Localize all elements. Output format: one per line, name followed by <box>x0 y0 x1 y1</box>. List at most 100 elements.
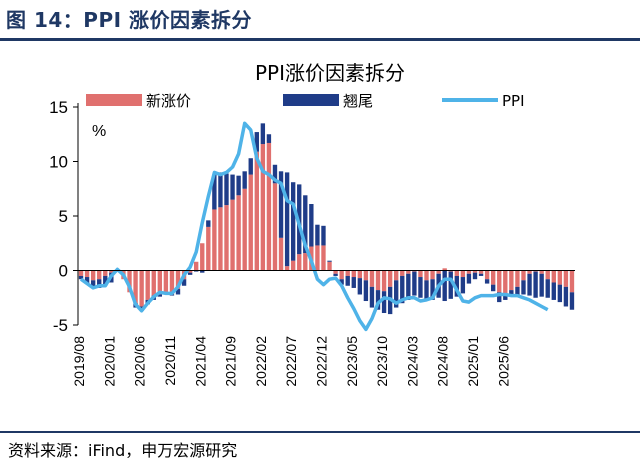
bar-new <box>515 270 520 287</box>
x-tick-label: 2023/05 <box>344 336 360 387</box>
bar-carry <box>545 279 550 298</box>
bar-new <box>266 142 272 271</box>
bar-carry <box>284 172 290 267</box>
bar-new <box>424 270 429 281</box>
bar-carry <box>454 275 459 297</box>
bar-new <box>375 270 381 291</box>
y-tick-label: 5 <box>59 207 68 226</box>
bar-new <box>151 270 156 296</box>
bar-new <box>139 270 144 307</box>
bar-new <box>127 270 132 293</box>
x-tick-label: 2025/06 <box>495 336 511 387</box>
bar-new <box>248 174 253 271</box>
y-axis: -5 0 5 10 15 <box>49 98 79 335</box>
bar-new <box>484 270 490 280</box>
bar-carry <box>394 280 399 308</box>
bar-carry <box>266 134 272 143</box>
bar-new <box>490 270 496 285</box>
bar-carry <box>345 275 350 286</box>
bar-new <box>272 183 278 271</box>
y-tick-label: 15 <box>49 98 68 117</box>
bar-new <box>387 270 393 287</box>
bar-carry <box>248 158 253 175</box>
bar-new <box>557 270 563 285</box>
bar-new <box>418 270 423 278</box>
bar-carry <box>569 292 575 310</box>
series-new-bars <box>78 142 575 307</box>
bar-carry <box>503 293 508 300</box>
figure-title: 图 14：PPI 涨价因素拆分 <box>6 8 253 32</box>
bar-new <box>84 270 90 278</box>
x-tick-label: 2023/10 <box>374 336 390 387</box>
bar-carry <box>484 279 490 284</box>
bar-new <box>478 270 484 274</box>
bar-new <box>369 270 375 287</box>
bar-new <box>230 199 235 271</box>
bar-new <box>315 245 320 271</box>
x-tick-label: 2024/03 <box>404 336 420 387</box>
bar-new <box>466 270 472 274</box>
bar-carry <box>430 279 435 300</box>
bar-carry <box>490 284 496 292</box>
ppi-line <box>79 121 549 332</box>
bar-carry <box>497 292 502 303</box>
bar-new <box>206 226 211 271</box>
legend-label-new: 新涨价 <box>146 92 191 110</box>
legend-label-ppi: PPI <box>502 92 525 110</box>
bar-new <box>224 205 229 271</box>
bar-new <box>503 270 508 294</box>
bar-carry <box>236 175 241 196</box>
bar-new <box>448 270 453 272</box>
bar-new <box>290 260 296 271</box>
bar-new <box>284 266 290 271</box>
x-tick-label: 2025/01 <box>465 336 481 387</box>
bar-carry <box>418 277 423 298</box>
bar-new <box>430 270 435 280</box>
bar-carry <box>533 271 538 298</box>
x-axis: 2019/08 2020/01 2020/06 2020/11 2021/04 2021/… <box>71 270 575 387</box>
bar-carry <box>242 171 247 189</box>
bar-new <box>436 270 441 274</box>
header-divider <box>0 38 640 41</box>
bar-carry <box>333 273 338 276</box>
bar-new <box>321 245 326 271</box>
bar-new <box>545 270 550 280</box>
bar-carry <box>381 291 387 314</box>
y-tick-label: -5 <box>53 316 68 335</box>
bar-new <box>187 270 193 273</box>
bar-carry <box>309 204 314 247</box>
bar-new <box>109 270 114 273</box>
source-note: 资料来源：iFind，申万宏源研究 <box>8 441 238 460</box>
bar-carry <box>90 280 96 288</box>
footer-divider <box>0 431 640 433</box>
bar-new <box>260 144 266 271</box>
bar-new <box>569 270 575 293</box>
unit-label: % <box>92 123 106 140</box>
bar-new <box>145 270 150 300</box>
bar-carry <box>375 290 381 310</box>
bar-new <box>218 207 223 271</box>
bar-carry <box>84 277 90 284</box>
legend-label-carry: 翘尾 <box>343 92 373 110</box>
bar-carry <box>194 270 199 272</box>
bar-carry <box>157 294 163 297</box>
x-tick-label: 2020/06 <box>132 336 148 387</box>
bar-carry <box>327 260 332 262</box>
bar-new <box>442 268 447 271</box>
bar-new <box>412 270 417 272</box>
bar-carry <box>406 273 411 300</box>
x-tick-label: 2019/08 <box>71 336 87 387</box>
bar-new <box>194 261 199 271</box>
bar-new <box>394 270 399 281</box>
bar-carry <box>460 277 466 294</box>
bar-carry <box>181 279 187 286</box>
bar-carry <box>278 171 284 238</box>
bar-carry <box>363 280 369 302</box>
bar-carry <box>260 123 266 145</box>
x-tick-label: 2021/09 <box>223 336 239 387</box>
bar-new <box>539 270 544 274</box>
bar-carry <box>448 271 453 299</box>
series-ppi <box>79 121 549 332</box>
bar-new <box>339 270 344 280</box>
